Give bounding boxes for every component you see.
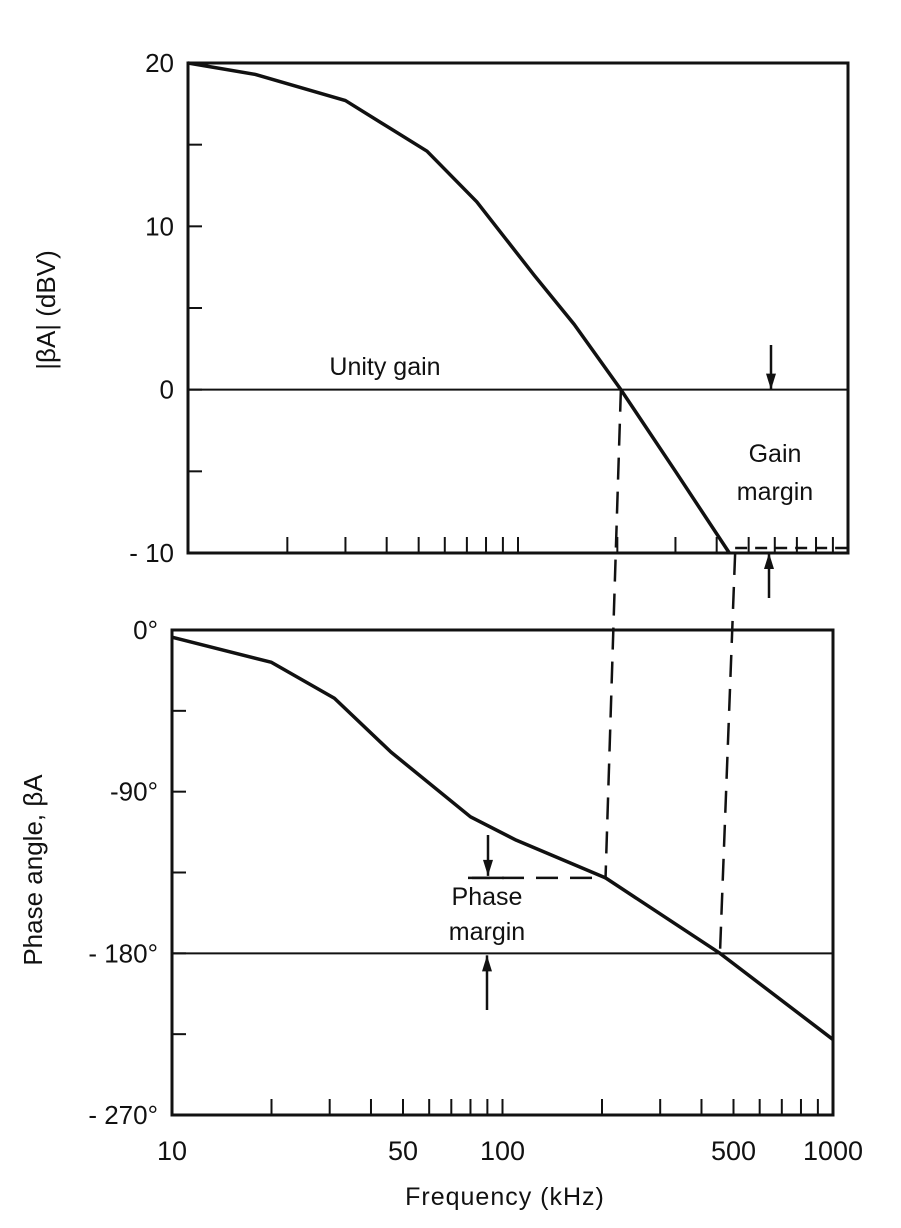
- y-tick-label: - 270°: [88, 1100, 158, 1130]
- series-line-1: [171, 635, 835, 1041]
- y-tick-label: 0: [160, 375, 174, 405]
- plot-frame-1: [170, 628, 835, 1117]
- top-y-axis-label: |βA| (dBV): [31, 250, 61, 370]
- phase-margin-label-2: margin: [449, 918, 525, 946]
- phase-crossover-dashed-line: [718, 552, 737, 954]
- y-tick-label: - 180°: [88, 938, 158, 968]
- gain-margin-label-2: margin: [737, 478, 813, 506]
- x-tick-label: 50: [388, 1136, 418, 1166]
- y-tick-label: 0°: [133, 615, 158, 645]
- x-tick-label: 1000: [803, 1136, 863, 1166]
- gain-crossover-dashed-line: [604, 389, 623, 878]
- phase-margin-label-1: Phase: [452, 883, 523, 911]
- phase-margin-arrow-down-head: [483, 859, 493, 876]
- gain-margin-arrow-up-head: [764, 553, 774, 569]
- series-line-0: [187, 61, 731, 554]
- bottom-y-axis-label: Phase angle, βA: [18, 774, 48, 966]
- gain-margin-arrow-down-head: [766, 373, 776, 390]
- x-tick-label: 500: [711, 1136, 756, 1166]
- x-tick-label: 10: [157, 1136, 187, 1166]
- unity-gain-label: Unity gain: [329, 353, 440, 381]
- x-axis-label: Frequency (kHz): [405, 1183, 605, 1211]
- phase-margin-arrow-up-head: [482, 955, 492, 972]
- gain-margin-label-1: Gain: [749, 440, 802, 468]
- x-tick-label: 100: [480, 1136, 525, 1166]
- y-tick-label: 20: [145, 48, 174, 78]
- y-tick-label: - 10: [129, 538, 174, 568]
- y-tick-label: 10: [145, 211, 174, 241]
- y-tick-label: -90°: [110, 777, 158, 807]
